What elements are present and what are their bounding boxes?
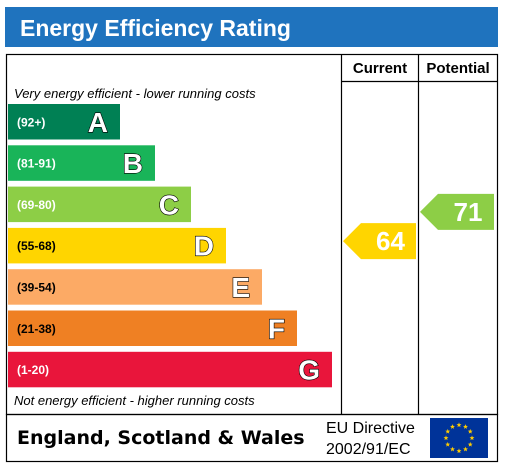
band-range-label: (92+) (17, 115, 45, 129)
eu-star (450, 446, 455, 452)
band-a: (92+) A (8, 104, 120, 140)
current-rating: 64 (343, 223, 416, 260)
potential-rating: 71 (420, 193, 494, 230)
band-letter: A (88, 107, 108, 138)
band-bar-d (8, 227, 226, 264)
band-letter: F (268, 313, 285, 344)
band-range-label: (21-38) (17, 322, 56, 336)
band-bar-e (8, 269, 262, 305)
band-letter: E (231, 272, 250, 303)
eu-flag-icon (430, 418, 488, 458)
band-letter: D (194, 231, 214, 262)
bottom-note: Not energy efficient - higher running co… (14, 393, 255, 408)
current-rating-value: 64 (376, 226, 405, 256)
eu-star (445, 441, 451, 447)
eu-directive-line2: 2002/91/EC (326, 441, 411, 458)
eu-directive-line1: EU Directive (326, 420, 415, 437)
band-bar-c (8, 186, 191, 223)
band-letter: C (159, 189, 179, 220)
eu-star (463, 424, 468, 429)
current-rating-arrow (343, 223, 416, 260)
rating-bands: (92+) A (81-91) B (69-80) C (55-68) D (39-54) E (2… (8, 104, 332, 388)
eu-star (467, 441, 473, 447)
band-range-label: (1-20) (17, 363, 49, 377)
band-f: (21-38) F (8, 310, 297, 346)
eu-star (463, 446, 468, 452)
eu-star (443, 435, 449, 441)
eu-star (445, 428, 451, 434)
band-bar-a (8, 104, 120, 140)
eu-star (450, 424, 455, 429)
eu-star (467, 428, 473, 434)
band-bar-f (8, 310, 297, 346)
top-note: Very energy efficient - lower running co… (14, 86, 256, 101)
potential-column-header: Potential (426, 60, 489, 77)
band-range-label: (39-54) (17, 280, 56, 294)
band-b: (81-91) B (8, 145, 155, 181)
eu-star (469, 435, 475, 441)
potential-rating-arrow (420, 193, 494, 230)
current-column-header: Current (353, 60, 407, 77)
band-bar-g (8, 351, 332, 388)
chart-title: Energy Efficiency Rating (20, 15, 291, 41)
potential-rating-value: 71 (454, 197, 483, 227)
band-letter: G (298, 355, 320, 386)
band-g: (1-20) G (8, 351, 332, 388)
rating-indicators: 64 71 (343, 193, 494, 260)
eu-star (456, 422, 462, 428)
band-bar-b (8, 145, 155, 181)
band-d: (55-68) D (8, 227, 226, 264)
title-bar (5, 7, 498, 47)
band-range-label: (81-91) (17, 157, 56, 171)
band-c: (69-80) C (8, 186, 191, 223)
chart-frame (5, 53, 499, 463)
eu-star (456, 448, 462, 454)
band-range-label: (69-80) (17, 198, 56, 212)
band-e: (39-54) E (8, 269, 262, 305)
footer-region: England, Scotland & Wales (17, 427, 305, 449)
band-range-label: (55-68) (17, 239, 56, 253)
band-letter: B (123, 148, 143, 179)
